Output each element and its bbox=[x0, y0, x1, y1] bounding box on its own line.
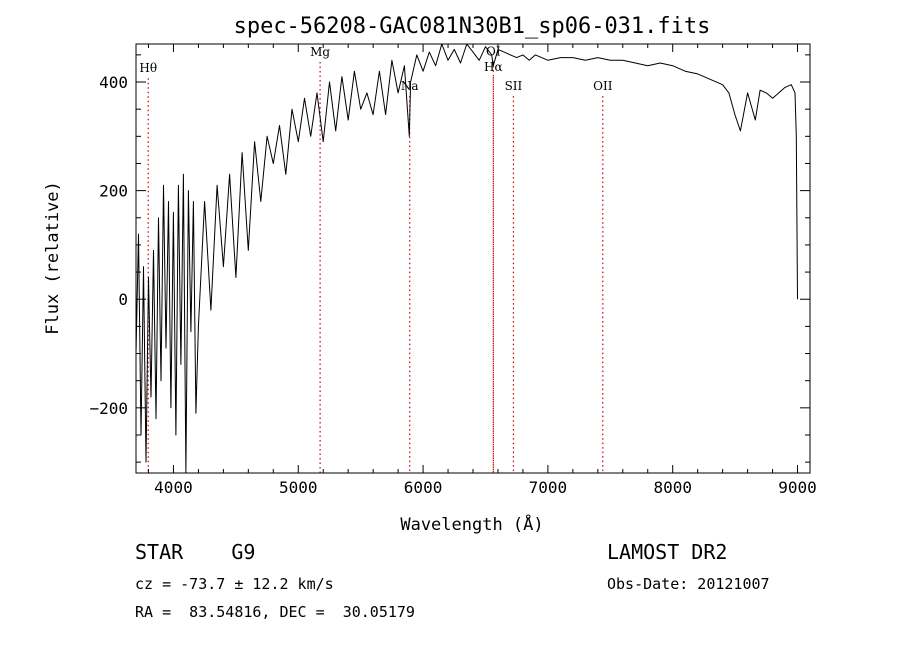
coordinates-readout: RA = 83.54816, DEC = 30.05179 bbox=[135, 603, 415, 621]
object-class: STAR G9 bbox=[135, 540, 256, 564]
y-tick-label: −200 bbox=[89, 399, 128, 418]
chart-title: spec-56208-GAC081N30B1_sp06-031.fits bbox=[234, 14, 711, 39]
flux-series bbox=[135, 43, 798, 474]
x-tick-label: 9000 bbox=[778, 478, 817, 497]
y-tick-label: 200 bbox=[99, 182, 128, 201]
y-tick-label: 0 bbox=[118, 290, 128, 309]
x-axis-label: Wavelength (Å) bbox=[400, 513, 543, 535]
x-tick-label: 8000 bbox=[653, 478, 692, 497]
y-tick-label: 400 bbox=[99, 73, 128, 92]
x-tick-label: 7000 bbox=[529, 478, 568, 497]
axis-ticks: 4000 5000 6000 7000 8000 9000 −200 0 200 400 bbox=[89, 44, 817, 497]
spectral-line-label: Mg bbox=[310, 45, 330, 59]
x-tick-label: 6000 bbox=[404, 478, 443, 497]
spectral-line-label: Hα bbox=[484, 60, 503, 74]
obs-date: Obs-Date: 20121007 bbox=[607, 575, 770, 593]
spectral-line-label: OII bbox=[593, 79, 613, 93]
spectral-line-label: SII bbox=[505, 79, 523, 93]
y-axis-label: Flux (relative) bbox=[43, 181, 63, 335]
velocity-readout: cz = -73.7 ± 12.2 km/s bbox=[135, 575, 334, 593]
survey-name: LAMOST DR2 bbox=[607, 540, 728, 564]
spectral-line-label: Na bbox=[401, 79, 419, 93]
spectral-line-label: Hθ bbox=[139, 61, 157, 75]
spectral-line-markers bbox=[147, 61, 604, 473]
flux-line bbox=[135, 43, 798, 474]
spectral-line-label: OI bbox=[486, 44, 501, 58]
x-tick-label: 4000 bbox=[154, 478, 193, 497]
x-tick-label: 5000 bbox=[279, 478, 318, 497]
